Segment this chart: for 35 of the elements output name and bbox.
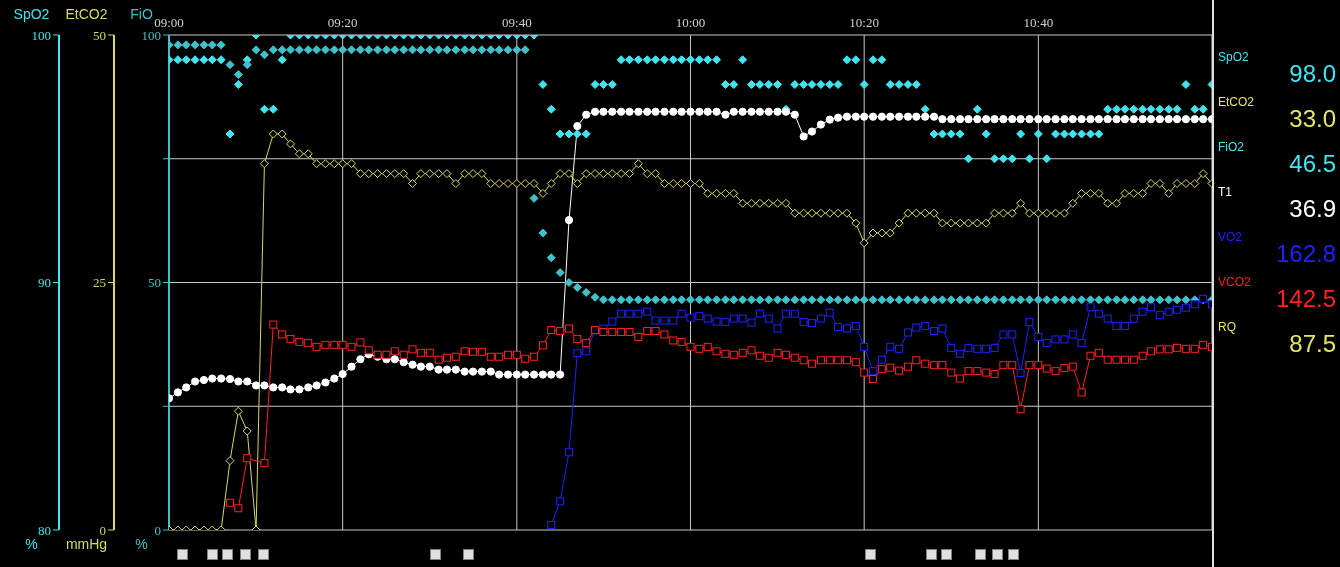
text: 98.0 <box>1289 60 1336 87</box>
text: mmHg <box>64 536 109 552</box>
x-tick-label: 10:40 <box>1023 15 1054 30</box>
x-tick-label: 09:20 <box>327 15 358 30</box>
y2-tick-label: 50 <box>93 27 106 43</box>
y-tick-label: 80 <box>38 522 51 538</box>
y3-tick-label: 50 <box>148 275 161 291</box>
category-label: VCO2 <box>1218 275 1251 289</box>
x-tick-label: 10:00 <box>675 15 706 30</box>
x-tick-label: 09:00 <box>154 15 184 30</box>
text: % <box>24 536 39 552</box>
y2-tick-label: 0 <box>99 522 106 538</box>
text: 142.5 <box>1275 285 1336 312</box>
y-axis-title: SpO2 <box>12 6 51 22</box>
category-label: SpO2 <box>1218 50 1249 64</box>
category-label: T1 <box>1218 185 1233 199</box>
text: 46.5 <box>1289 150 1336 177</box>
category-label: RQ <box>1218 320 1236 334</box>
text: 162.8 <box>1275 240 1336 267</box>
y2-axis-title: EtCO2 <box>64 6 109 22</box>
category-label: VO2 <box>1218 230 1243 244</box>
y-tick-label: 100 <box>31 27 51 43</box>
category-label: FiO2 <box>1218 140 1245 154</box>
y2-tick-label: 25 <box>93 275 106 291</box>
text: 33.0 <box>1289 105 1336 132</box>
y-tick-label: 90 <box>38 275 51 291</box>
x-tick-label: 10:20 <box>849 15 879 30</box>
x-tick-label: 09:40 <box>502 15 532 30</box>
category-label: EtCO2 <box>1218 95 1255 109</box>
text: 87.5 <box>1289 330 1336 357</box>
y3-tick-label: 100 <box>141 27 161 43</box>
y3-axis-title: FiO <box>130 6 153 22</box>
text: % <box>134 536 149 552</box>
y3-tick-label: 0 <box>154 522 161 538</box>
text: 36.9 <box>1289 195 1336 222</box>
